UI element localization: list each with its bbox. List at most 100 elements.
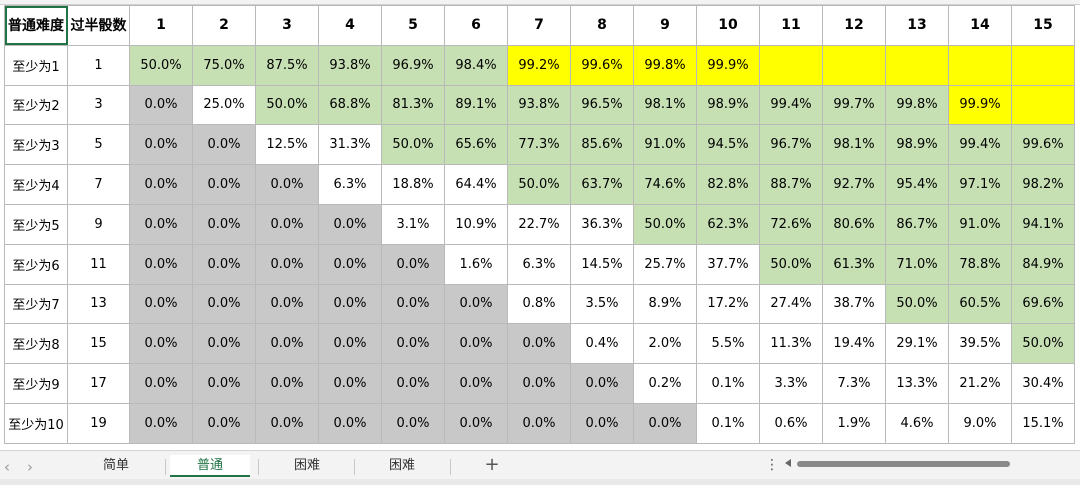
probability-cell[interactable]: 0.0% bbox=[444, 363, 508, 404]
probability-cell[interactable]: 0.0% bbox=[255, 283, 319, 325]
probability-cell[interactable]: 77.3% bbox=[507, 124, 571, 166]
probability-cell[interactable]: 9.0% bbox=[948, 402, 1012, 444]
probability-cell[interactable]: 94.5% bbox=[696, 124, 760, 166]
probability-cell[interactable]: 92.7% bbox=[822, 164, 886, 205]
header-dice-count[interactable]: 2 bbox=[192, 5, 256, 46]
tab-easy[interactable]: 简单（60%） bbox=[89, 458, 144, 485]
probability-cell[interactable]: 31.3% bbox=[318, 124, 382, 166]
probability-cell[interactable]: 61.3% bbox=[822, 243, 886, 285]
probability-cell[interactable]: 0.0% bbox=[192, 164, 256, 205]
probability-cell[interactable]: 99.2% bbox=[507, 44, 571, 86]
probability-cell[interactable]: 0.0% bbox=[129, 283, 193, 325]
probability-cell[interactable]: 0.0% bbox=[255, 243, 319, 285]
header-dice-count[interactable]: 5 bbox=[381, 5, 445, 46]
probability-cell[interactable]: 30.4% bbox=[1011, 363, 1075, 404]
probability-cell[interactable]: 98.9% bbox=[696, 84, 760, 126]
header-dice-needed[interactable]: 过半骰数 bbox=[67, 5, 130, 46]
probability-cell[interactable]: 93.8% bbox=[318, 44, 382, 86]
probability-cell[interactable]: 86.7% bbox=[885, 203, 949, 245]
probability-cell[interactable]: 88.7% bbox=[759, 164, 823, 205]
probability-cell[interactable]: 0.0% bbox=[192, 243, 256, 285]
header-dice-count[interactable]: 3 bbox=[255, 5, 319, 46]
probability-cell[interactable]: 95.4% bbox=[885, 164, 949, 205]
probability-cell[interactable]: 50.0% bbox=[255, 84, 319, 126]
row-dice-needed[interactable]: 15 bbox=[67, 323, 130, 365]
probability-cell[interactable]: 62.3% bbox=[696, 203, 760, 245]
tab-hard-33[interactable]: 困难（33%） bbox=[375, 458, 430, 485]
probability-cell[interactable]: 85.6% bbox=[570, 124, 634, 166]
probability-cell[interactable]: 98.1% bbox=[822, 124, 886, 166]
header-dice-count[interactable]: 12 bbox=[822, 5, 886, 46]
probability-cell[interactable]: 6.3% bbox=[318, 164, 382, 205]
row-label[interactable]: 至少为4 bbox=[4, 164, 68, 205]
probability-cell[interactable]: 0.0% bbox=[444, 402, 508, 444]
probability-cell[interactable]: 3.5% bbox=[570, 283, 634, 325]
probability-cell[interactable]: 63.7% bbox=[570, 164, 634, 205]
probability-cell[interactable]: 98.9% bbox=[885, 124, 949, 166]
probability-cell[interactable]: 0.0% bbox=[318, 323, 382, 365]
probability-cell[interactable]: 80.6% bbox=[822, 203, 886, 245]
probability-cell[interactable] bbox=[885, 44, 949, 86]
row-dice-needed[interactable]: 9 bbox=[67, 203, 130, 245]
probability-cell[interactable]: 12.5% bbox=[255, 124, 319, 166]
probability-cell[interactable]: 99.6% bbox=[1011, 124, 1075, 166]
probability-cell[interactable]: 0.0% bbox=[633, 402, 697, 444]
probability-cell[interactable]: 38.7% bbox=[822, 283, 886, 325]
probability-cell[interactable]: 98.1% bbox=[633, 84, 697, 126]
probability-cell[interactable]: 0.0% bbox=[192, 203, 256, 245]
probability-cell[interactable]: 96.5% bbox=[570, 84, 634, 126]
probability-cell[interactable]: 0.0% bbox=[318, 203, 382, 245]
probability-cell[interactable]: 1.6% bbox=[444, 243, 508, 285]
probability-cell[interactable]: 0.0% bbox=[129, 402, 193, 444]
probability-cell[interactable]: 0.0% bbox=[129, 84, 193, 126]
probability-cell[interactable]: 37.7% bbox=[696, 243, 760, 285]
header-dice-count[interactable]: 1 bbox=[129, 5, 193, 46]
next-sheet-icon[interactable]: › bbox=[27, 458, 33, 476]
probability-cell[interactable]: 68.8% bbox=[318, 84, 382, 126]
probability-cell[interactable]: 0.0% bbox=[570, 402, 634, 444]
probability-cell[interactable]: 81.3% bbox=[381, 84, 445, 126]
tab-hard-40[interactable]: 困难（40%） bbox=[280, 458, 335, 485]
probability-cell[interactable]: 0.0% bbox=[444, 323, 508, 365]
probability-cell[interactable]: 89.1% bbox=[444, 84, 508, 126]
probability-cell[interactable]: 0.0% bbox=[507, 402, 571, 444]
probability-cell[interactable]: 0.8% bbox=[507, 283, 571, 325]
probability-cell[interactable]: 0.0% bbox=[192, 363, 256, 404]
probability-cell[interactable]: 99.4% bbox=[759, 84, 823, 126]
row-dice-needed[interactable]: 5 bbox=[67, 124, 130, 166]
scroll-left-icon[interactable] bbox=[785, 459, 791, 467]
probability-cell[interactable]: 14.5% bbox=[570, 243, 634, 285]
probability-cell[interactable]: 0.0% bbox=[129, 164, 193, 205]
row-label[interactable]: 至少为7 bbox=[4, 283, 68, 325]
prev-sheet-icon[interactable]: ‹ bbox=[4, 458, 10, 476]
probability-cell[interactable]: 22.7% bbox=[507, 203, 571, 245]
probability-cell[interactable]: 78.8% bbox=[948, 243, 1012, 285]
probability-cell[interactable]: 94.1% bbox=[1011, 203, 1075, 245]
spreadsheet-grid[interactable]: 普通难度 过半骰数 1 2 3 4 5 6 7 8 9 10 11 12 13 14 15 至少为1 1 50.0% 7… bbox=[0, 0, 1080, 450]
probability-cell[interactable]: 0.0% bbox=[129, 323, 193, 365]
probability-cell[interactable]: 11.3% bbox=[759, 323, 823, 365]
probability-cell[interactable]: 0.0% bbox=[381, 323, 445, 365]
probability-cell[interactable]: 97.1% bbox=[948, 164, 1012, 205]
probability-cell[interactable]: 25.0% bbox=[192, 84, 256, 126]
probability-cell[interactable]: 4.6% bbox=[885, 402, 949, 444]
probability-cell[interactable]: 2.0% bbox=[633, 323, 697, 365]
header-dice-count[interactable]: 13 bbox=[885, 5, 949, 46]
row-label[interactable]: 至少为5 bbox=[4, 203, 68, 245]
probability-cell[interactable]: 99.6% bbox=[570, 44, 634, 86]
probability-cell[interactable]: 65.6% bbox=[444, 124, 508, 166]
probability-cell[interactable]: 0.2% bbox=[633, 363, 697, 404]
tab-normal[interactable]: 普通（50%） bbox=[170, 455, 250, 485]
probability-cell[interactable]: 0.1% bbox=[696, 363, 760, 404]
probability-cell[interactable]: 98.2% bbox=[1011, 164, 1075, 205]
probability-cell[interactable]: 93.8% bbox=[507, 84, 571, 126]
probability-cell[interactable]: 1.9% bbox=[822, 402, 886, 444]
probability-cell[interactable]: 0.0% bbox=[255, 164, 319, 205]
probability-cell[interactable]: 36.3% bbox=[570, 203, 634, 245]
probability-cell[interactable] bbox=[948, 44, 1012, 86]
probability-cell[interactable]: 0.0% bbox=[507, 363, 571, 404]
probability-cell[interactable]: 0.0% bbox=[129, 243, 193, 285]
header-dice-count[interactable]: 14 bbox=[948, 5, 1012, 46]
probability-cell[interactable]: 15.1% bbox=[1011, 402, 1075, 444]
row-label[interactable]: 至少为1 bbox=[4, 44, 68, 86]
